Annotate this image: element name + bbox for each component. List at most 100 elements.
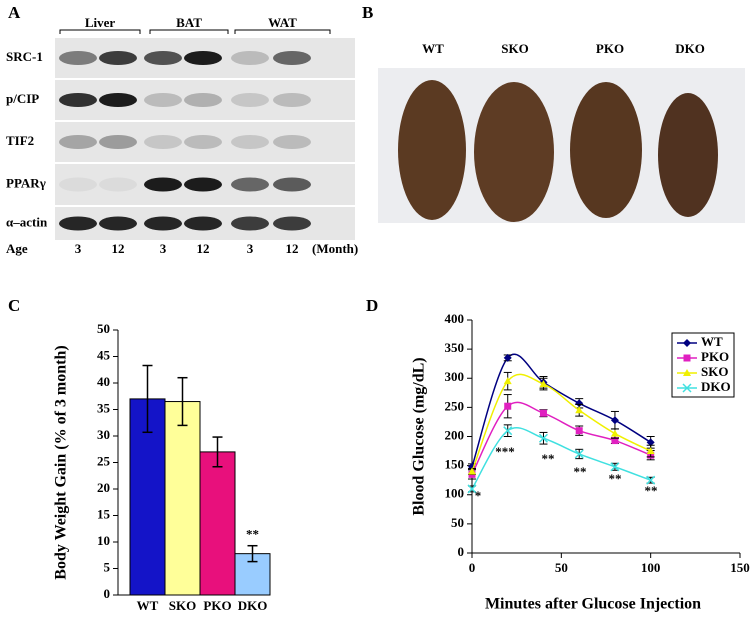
y-tick-label: 200 <box>445 427 465 442</box>
band <box>59 177 97 192</box>
marker <box>539 409 547 417</box>
band <box>144 177 182 192</box>
y-tick-label: 50 <box>97 321 110 336</box>
y-tick-label: 0 <box>458 544 465 559</box>
panel-label: A <box>8 3 21 22</box>
age: 12 <box>286 241 299 256</box>
mouse <box>658 93 718 217</box>
y-tick-label: 30 <box>97 427 110 442</box>
band <box>99 93 137 107</box>
y-tick-label: 45 <box>97 347 111 362</box>
marker <box>575 399 584 408</box>
marker <box>610 416 619 425</box>
y-tick-label: 5 <box>104 559 111 574</box>
group-label: Liver <box>85 15 116 30</box>
y-tick-label: 300 <box>445 369 465 384</box>
band <box>231 135 269 149</box>
marker <box>682 383 692 393</box>
band <box>184 216 222 231</box>
y-tick-label: 0 <box>104 586 111 601</box>
band <box>184 135 222 149</box>
mouse <box>570 82 642 218</box>
x-tick-label: DKO <box>238 598 268 613</box>
marker <box>646 475 656 485</box>
y-tick-label: 50 <box>451 515 464 530</box>
panel-label: D <box>366 296 378 315</box>
genotype: SKO <box>501 41 528 56</box>
mouse <box>474 82 554 222</box>
age-label: Age <box>6 241 28 256</box>
marker <box>467 484 477 494</box>
y-axis-title: Blood Glucose (mg/dL) <box>411 357 428 515</box>
row-label: PPARγ <box>6 175 46 190</box>
band <box>231 216 269 231</box>
legend-label: WT <box>701 334 723 349</box>
y-tick-label: 25 <box>97 453 111 468</box>
marker <box>539 380 548 388</box>
annotation: ** <box>574 464 587 479</box>
y-tick-label: 15 <box>97 506 111 521</box>
y-tick-label: 100 <box>445 486 465 501</box>
marker <box>503 353 512 362</box>
x-axis-title: Minutes after Glucose Injection <box>485 596 701 613</box>
marker <box>611 437 619 445</box>
band <box>144 216 182 231</box>
band <box>184 93 222 107</box>
line <box>471 427 651 490</box>
marker <box>575 427 583 435</box>
age: 3 <box>160 241 167 256</box>
band <box>59 216 97 231</box>
annotation: ** <box>609 471 622 486</box>
band <box>144 51 182 65</box>
annotation: *** <box>495 444 515 459</box>
band <box>99 51 137 65</box>
legend-label: SKO <box>701 364 728 379</box>
marker <box>503 377 512 385</box>
annotation: * <box>475 488 482 503</box>
band <box>59 135 97 149</box>
y-tick-label: 350 <box>445 340 465 355</box>
bracket <box>149 29 229 34</box>
age: 3 <box>247 241 254 256</box>
row-label: SRC-1 <box>6 49 43 64</box>
marker <box>610 462 620 472</box>
y-tick-label: 35 <box>97 400 111 415</box>
legend-label: PKO <box>701 349 729 364</box>
marker <box>574 449 584 459</box>
band <box>144 135 182 149</box>
mouse <box>398 80 466 220</box>
marker <box>683 339 691 347</box>
marker <box>503 426 513 436</box>
row-label: α–actin <box>6 214 48 229</box>
band <box>273 93 311 107</box>
group-label: WAT <box>268 15 297 30</box>
marker <box>646 447 655 455</box>
age-unit: (Month) <box>312 241 358 256</box>
panel-label: B <box>362 3 373 22</box>
marker <box>468 467 476 475</box>
age: 12 <box>112 241 125 256</box>
age: 12 <box>197 241 210 256</box>
band <box>99 135 137 149</box>
blot <box>55 122 355 162</box>
y-axis-title: Body Weight Gain (% of 3 month) <box>53 345 70 579</box>
annotation: ** <box>542 451 555 466</box>
genotype: DKO <box>675 41 705 56</box>
x-tick-label: PKO <box>203 598 231 613</box>
marker <box>646 438 655 447</box>
row-label: p/CIP <box>6 91 39 106</box>
annotation: ** <box>246 527 259 542</box>
band <box>59 93 97 107</box>
row-label: TIF2 <box>6 133 34 148</box>
annotation: ** <box>645 483 658 498</box>
band <box>231 51 269 65</box>
y-tick-label: 250 <box>445 398 465 413</box>
bracket <box>234 29 331 34</box>
x-tick-label: 50 <box>555 560 568 575</box>
x-tick-label: WT <box>137 598 159 613</box>
bracket <box>59 29 141 34</box>
band <box>231 93 269 107</box>
y-tick-label: 20 <box>97 480 110 495</box>
band <box>99 216 137 231</box>
